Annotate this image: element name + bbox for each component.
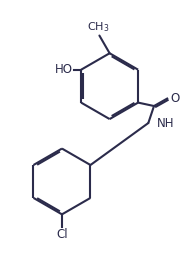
Text: HO: HO [55,63,73,76]
Text: Cl: Cl [56,228,68,241]
Text: NH: NH [157,117,175,130]
Text: O: O [170,92,179,105]
Text: CH$_3$: CH$_3$ [87,21,109,35]
